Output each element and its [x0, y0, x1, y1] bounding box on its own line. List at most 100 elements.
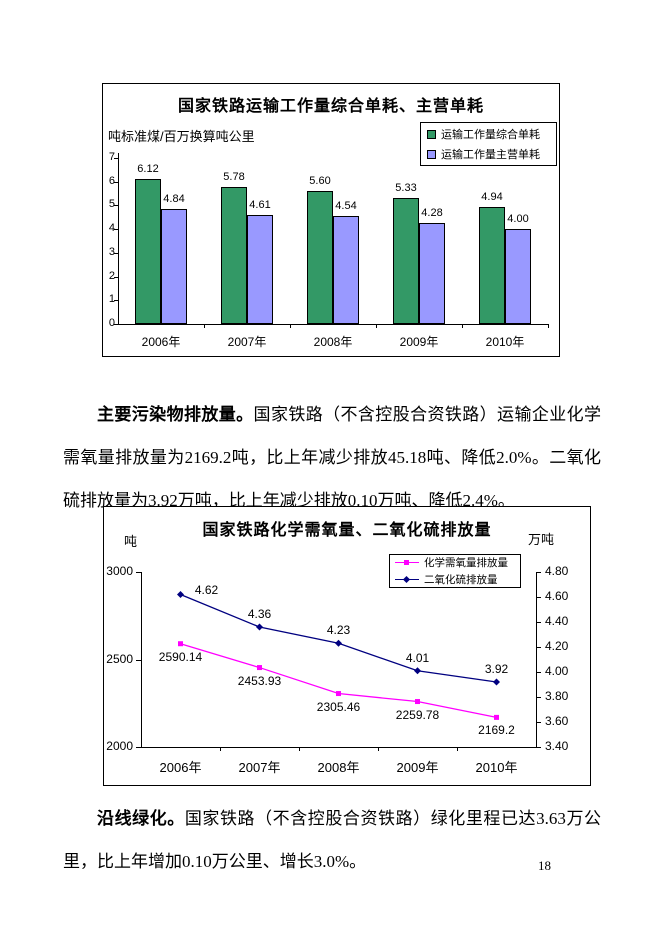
bar-value-label: 4.00: [507, 213, 529, 226]
right-axis-tick: [536, 647, 541, 648]
left-axis-tick-label: 3000: [106, 564, 133, 578]
y-axis-tick: [114, 324, 118, 325]
y-axis-tick-label: 6: [108, 174, 115, 187]
y-axis-tick-label: 3: [108, 245, 115, 258]
x-axis-tick: [376, 324, 377, 328]
bar-chart-unit-consumption: 国家铁路运输工作量综合单耗、主营单耗 吨标准煤/百万换算吨公里 运输工作量综合单…: [102, 83, 560, 357]
legend-label: 二氧化硫排放量: [424, 574, 498, 586]
x-axis-label: 2010年: [475, 760, 518, 775]
right-axis-tick-label: 4.60: [545, 589, 569, 603]
point-value-label: 2169.2: [478, 723, 515, 738]
bar-main: [419, 222, 445, 324]
left-axis-tick: [136, 572, 141, 573]
x-axis-line: [118, 324, 548, 325]
bar-main: [333, 216, 359, 324]
line-series-overlay: [177, 591, 500, 720]
bar-value-label: 5.33: [395, 181, 417, 194]
left-axis-tick-label: 2000: [106, 739, 133, 753]
y-axis-tick-label: 1: [108, 293, 115, 306]
right-axis-tick-label: 4.80: [545, 564, 569, 578]
x-axis-label: 2008年: [313, 335, 353, 349]
bar-main: [247, 214, 273, 324]
square-marker-icon: [494, 714, 499, 720]
paragraph-greening: 沿线绿化。国家铁路（不含控股合资铁路）绿化里程已达3.63万公里，比上年增加0.…: [63, 797, 601, 883]
right-axis-tick-label: 3.60: [545, 714, 569, 728]
bar-main: [505, 229, 531, 324]
paragraph-pollutant-emissions: 主要污染物排放量。国家铁路（不含控股合资铁路）运输企业化学需氧量排放量为2169…: [63, 393, 601, 522]
y-axis-line: [118, 153, 119, 324]
bar-comprehensive: [221, 186, 247, 324]
plot-area: 3000 2500 2000 4.80 4.60 4.40 4.20 4.00 3.80 3.60…: [104, 507, 590, 785]
left-axis-tick: [136, 659, 141, 661]
bar-value-label: 5.78: [223, 170, 245, 183]
bar-value-label: 6.12: [137, 162, 159, 175]
line-chart-emissions: 国家铁路化学需氧量、二氧化硫排放量 吨 万吨 化学需氧量排放量 二氧化硫排放量 3…: [103, 506, 591, 786]
bar-value-label: 4.28: [421, 206, 443, 219]
point-value-label: 3.92: [484, 662, 509, 676]
x-axis-label: 2009年: [396, 760, 439, 775]
right-axis-tick: [536, 697, 541, 698]
point-value-label: 4.62: [194, 582, 219, 597]
diamond-marker-icon: [414, 667, 421, 675]
square-marker-icon: [336, 691, 341, 697]
x-axis-label: 2009年: [399, 335, 439, 349]
right-axis-tick-label: 4.40: [545, 614, 569, 628]
series-line-so2: [180, 593, 497, 683]
right-axis-unit-label: 万吨: [528, 532, 555, 547]
bar-value-label: 5.60: [309, 175, 331, 188]
x-axis-label: 2008年: [317, 760, 360, 775]
bar-main: [161, 209, 187, 324]
x-axis-tick: [457, 747, 458, 751]
right-axis-tick: [536, 747, 541, 748]
right-axis-tick: [536, 597, 541, 598]
bar-value-label: 4.61: [249, 198, 271, 211]
right-axis-tick-label: 3.80: [545, 689, 569, 703]
x-axis-label: 2007年: [238, 760, 281, 775]
bar-comprehensive: [479, 206, 505, 324]
diamond-marker-icon: [335, 639, 342, 647]
square-marker-icon: [257, 665, 262, 671]
legend-label: 运输工作量综合单耗: [441, 129, 540, 141]
legend-item: 化学需氧量排放量: [395, 555, 515, 570]
bar-comprehensive: [307, 191, 333, 324]
legend-line-sample-icon: [395, 558, 419, 567]
paragraph-body: 国家铁路（不含控股合资铁路）运输企业化学需氧量排放量为2169.2吨，比上年减少…: [63, 405, 602, 510]
y-axis-tick: [114, 276, 118, 278]
x-axis-tick: [204, 324, 205, 328]
left-axis-unit-label: 吨: [124, 534, 138, 549]
legend-label: 运输工作量主营单耗: [441, 149, 540, 161]
y-axis-tick: [114, 229, 118, 231]
right-axis-tick-label: 3.40: [545, 739, 569, 753]
point-value-label: 4.23: [326, 623, 351, 638]
paragraph-body: 国家铁路（不含控股合资铁路）绿化里程已达3.63万公里，比上年增加0.10万公里…: [63, 809, 602, 871]
legend-label: 化学需氧量排放量: [424, 557, 508, 569]
x-axis-tick: [548, 324, 549, 328]
point-value-label: 4.01: [405, 650, 430, 665]
x-axis-tick: [290, 324, 291, 328]
y-axis-tick-label: 0: [108, 317, 115, 329]
right-axis-tick: [536, 622, 541, 623]
bar-value-label: 4.54: [335, 200, 357, 213]
legend-swatch-icon: [427, 129, 436, 139]
legend-item: 二氧化硫排放量: [395, 572, 515, 587]
x-axis-label: 2006年: [141, 335, 181, 349]
square-marker-icon: [415, 699, 420, 705]
x-axis-label: 2006年: [159, 760, 202, 775]
diamond-marker-icon: [493, 678, 500, 686]
page-number: 18: [538, 858, 551, 873]
paragraph-lead: 主要污染物排放量。: [97, 405, 254, 424]
x-axis-label: 2010年: [485, 335, 525, 349]
y-axis-unit-label: 吨标准煤/百万换算吨公里: [108, 129, 255, 144]
left-axis-tick-label: 2500: [106, 651, 133, 666]
bar-value-label: 4.94: [481, 190, 503, 203]
bar-comprehensive: [393, 197, 419, 324]
legend-item: 运输工作量主营单耗: [427, 146, 550, 162]
y-axis-tick-label: 7: [108, 151, 115, 163]
bar-comprehensive: [135, 178, 161, 324]
y-axis-tick: [114, 300, 118, 302]
legend-line-sample-icon: [395, 575, 419, 584]
chart-title: 国家铁路运输工作量综合单耗、主营单耗: [177, 98, 484, 115]
y-axis-tick: [114, 181, 118, 183]
x-axis-tick: [378, 747, 379, 751]
left-axis-tick: [136, 747, 141, 748]
